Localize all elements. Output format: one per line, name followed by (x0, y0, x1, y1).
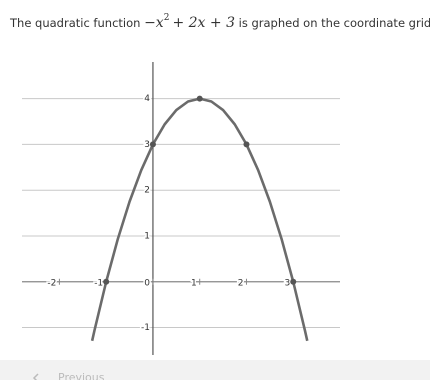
y-tick-label: 2 (144, 186, 150, 196)
y-tick-label: 4 (144, 94, 150, 104)
footer-bar (0, 360, 430, 380)
math-base: −x (144, 15, 164, 31)
prompt-after: is graphed on the coordinate grid. (239, 16, 430, 30)
point (196, 95, 203, 102)
y-tick-label: 3 (144, 140, 150, 150)
math-exponent: 2 (164, 13, 170, 23)
previous-button[interactable]: Previous (58, 371, 105, 384)
x-tick-label: -2 (47, 278, 56, 288)
x-tick-label: 0 (144, 278, 150, 288)
point (103, 278, 110, 285)
x-tick-label: 2 (238, 278, 244, 288)
prompt-before: The quadratic function (9, 16, 140, 30)
x-tick-label: -1 (94, 278, 103, 288)
point (243, 141, 250, 148)
point (149, 141, 156, 148)
graph: -1 1 2 3 4 -2 -1 0 1 2 3 (22, 62, 340, 355)
curve (90, 97, 309, 342)
y-tick-label: 1 (144, 231, 150, 241)
x-tick-label: 3 (285, 278, 291, 288)
x-tick-label: 1 (191, 278, 197, 288)
math-rest: + 2x + 3 (172, 15, 235, 31)
prompt: The quadratic function −x2 + 2x + 3 is gr… (9, 13, 430, 32)
point (290, 278, 297, 285)
y-tick-label: -1 (141, 323, 150, 333)
